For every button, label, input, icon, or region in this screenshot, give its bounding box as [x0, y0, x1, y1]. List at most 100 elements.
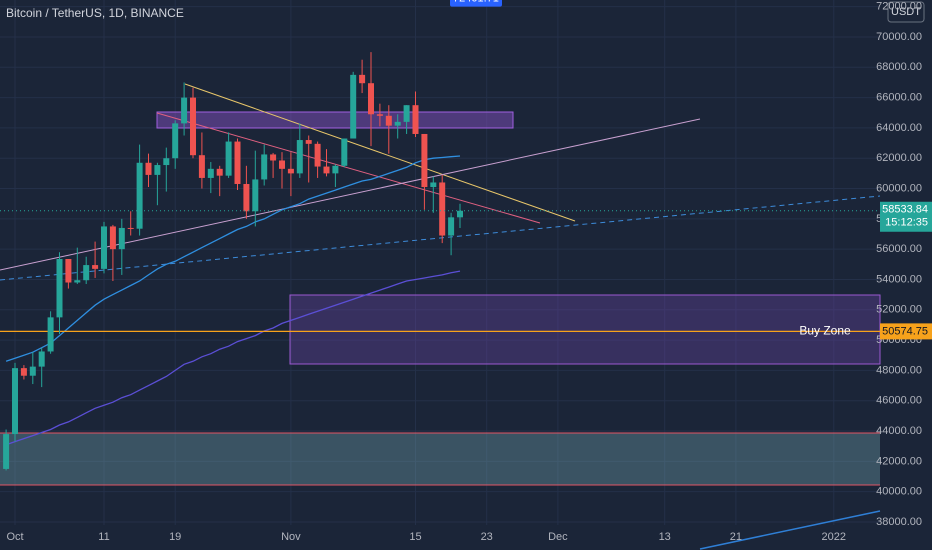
- candle-body: [350, 74, 357, 139]
- candle-body: [394, 121, 401, 126]
- y-tick-label: 72000.00: [876, 1, 922, 13]
- candle-body: [92, 265, 99, 269]
- x-tick-label: 15: [409, 531, 421, 543]
- candle-body: [457, 210, 463, 218]
- candle-body: [29, 366, 36, 376]
- trendline: [0, 195, 881, 281]
- y-tick-label: 62000.00: [876, 152, 922, 164]
- candle-body: [270, 154, 277, 161]
- candle-body: [56, 259, 63, 318]
- plot: [0, 52, 880, 471]
- countdown-label: 15:12:35: [885, 217, 928, 229]
- candle-body: [403, 105, 410, 122]
- candle-body: [127, 227, 134, 229]
- candle-body: [376, 114, 383, 116]
- candle-body: [323, 166, 330, 174]
- candle-body: [305, 140, 312, 144]
- y-tick-label: 60000.00: [876, 182, 922, 194]
- candle-body: [341, 138, 348, 166]
- y-tick-label: 68000.00: [876, 61, 922, 73]
- candle-body: [412, 105, 419, 134]
- x-tick-label: 13: [659, 531, 671, 543]
- candle-body: [38, 351, 45, 367]
- candle-body: [101, 226, 107, 269]
- candle-body: [145, 162, 152, 175]
- candle-body: [118, 227, 125, 250]
- candle-body: [332, 165, 339, 174]
- candle-body: [314, 143, 321, 167]
- candle-body: [439, 182, 446, 236]
- x-tick-label: 19: [169, 531, 181, 543]
- candle-body: [172, 123, 179, 159]
- x-tick-label: 21: [730, 531, 742, 543]
- y-tick-label: 44000.00: [876, 425, 922, 437]
- candle-body: [83, 265, 90, 281]
- trendline: [156, 112, 541, 224]
- candle-body: [287, 168, 294, 174]
- candle-body: [261, 154, 268, 180]
- last-price-box: [880, 201, 932, 232]
- x-tick-label: 11: [98, 531, 109, 543]
- y-tick-label: 56000.00: [876, 243, 922, 255]
- moving-average: [5, 155, 461, 362]
- y-tick-label: 46000.00: [876, 395, 922, 407]
- candle-body: [109, 226, 116, 250]
- candle-body: [421, 133, 428, 188]
- candle-body: [279, 160, 285, 169]
- candle-body: [47, 317, 54, 352]
- y-tick-label: 48000.00: [876, 364, 922, 376]
- y-tick-label: 52000.00: [876, 304, 922, 316]
- candle-body: [430, 182, 437, 188]
- trendline: [184, 83, 576, 222]
- trendline: [699, 510, 881, 550]
- candle-body: [225, 141, 232, 176]
- y-tick-label: 54000.00: [876, 273, 922, 285]
- x-tick-label: Nov: [281, 531, 301, 543]
- y-tick-label: 70000.00: [876, 31, 922, 43]
- candle-body: [207, 168, 214, 178]
- candle-body: [448, 217, 455, 236]
- candle-body: [136, 162, 143, 229]
- candle-body: [65, 259, 72, 283]
- trendline: [0, 118, 701, 271]
- moving-average: [5, 270, 461, 446]
- x-tick-label: Oct: [6, 531, 23, 543]
- candle-body: [190, 97, 196, 156]
- zone-label: Buy Zone: [799, 324, 851, 338]
- x-tick-label: 23: [481, 531, 493, 543]
- y-tick-label: 66000.00: [876, 92, 922, 104]
- y-tick-label: 38000.00: [876, 516, 922, 528]
- resistance-box: [156, 111, 514, 129]
- level-price-label: 50574.75: [882, 325, 928, 337]
- currency: USDT: [891, 6, 921, 18]
- candle-body: [243, 183, 250, 212]
- candle-body: [359, 74, 366, 84]
- x-tick-label: 2022: [822, 531, 846, 543]
- candle-body: [234, 141, 241, 184]
- candle-body: [181, 97, 188, 124]
- last-price-label: 58533.84: [882, 204, 928, 216]
- level-price-box: [880, 323, 932, 340]
- candle-body: [3, 434, 10, 469]
- candle-body: [12, 368, 18, 435]
- candle-body: [154, 165, 161, 175]
- candle-body: [198, 155, 205, 178]
- candle-body: [385, 115, 392, 126]
- chart-title: Bitcoin / TetherUS, 1D, BINANCE: [6, 6, 184, 20]
- candle-body: [252, 179, 259, 212]
- candle-body: [74, 280, 81, 283]
- x-tick-label: Dec: [548, 531, 568, 543]
- candle-body: [296, 140, 303, 174]
- candle-body: [368, 83, 374, 115]
- y-tick-label: 64000.00: [876, 122, 922, 134]
- buy-zone-box: [289, 294, 881, 365]
- y-tick-label: 42000.00: [876, 455, 922, 467]
- currency-badge: [887, 1, 925, 23]
- support-zone: [0, 433, 880, 485]
- candle-body: [216, 168, 223, 176]
- candle-body: [163, 158, 170, 166]
- high-marker-label: 72401.71: [453, 0, 499, 4]
- y-tick-label: 40000.00: [876, 486, 922, 498]
